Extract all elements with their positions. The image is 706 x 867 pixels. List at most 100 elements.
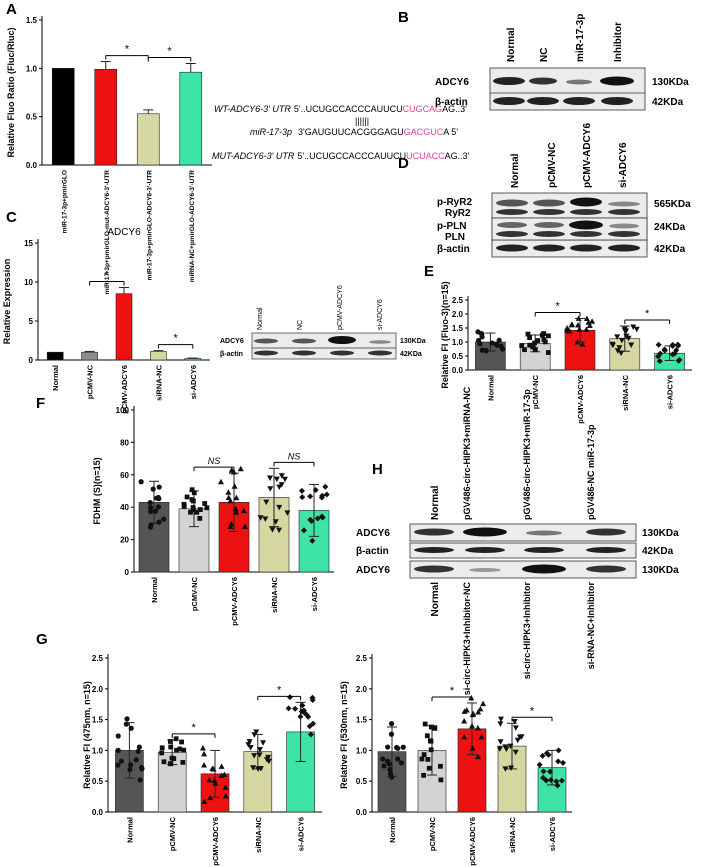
data-point — [207, 794, 214, 801]
blot-protein-label: ADCY6 — [220, 338, 244, 345]
data-point — [422, 721, 428, 727]
y-tick-label: 0.5 — [26, 113, 38, 122]
data-point — [137, 777, 143, 783]
data-point — [128, 762, 134, 768]
data-point — [233, 494, 240, 501]
data-point — [560, 759, 567, 766]
blot-band — [496, 244, 528, 252]
data-point — [469, 711, 476, 718]
data-point — [179, 739, 184, 745]
category-label: si-ADCY6 — [666, 375, 675, 409]
data-point — [419, 756, 425, 762]
data-point — [655, 353, 662, 360]
y-tick-label: 2.0 — [92, 685, 104, 694]
data-point — [161, 516, 167, 522]
data-point — [438, 777, 444, 783]
mirna-label: miR-17-3p — [250, 127, 292, 137]
data-point — [519, 343, 525, 349]
data-point — [276, 527, 283, 534]
y-tick-label: 1.0 — [452, 338, 464, 347]
western-blot-h: Normal pGV486-circ-HIPK3+miRNA-NC pGV486… — [356, 386, 679, 695]
blot-protein-label: β-actin — [437, 244, 470, 255]
data-point — [421, 752, 427, 758]
data-point — [585, 319, 592, 325]
data-point — [568, 321, 575, 327]
y-tick-label: 0 — [29, 356, 34, 365]
blot-band — [608, 209, 640, 215]
data-point — [237, 465, 244, 472]
data-point — [284, 510, 291, 516]
category-label: si-ADCY6 — [548, 817, 557, 851]
data-point — [545, 751, 552, 758]
data-point — [583, 315, 590, 322]
data-point — [496, 746, 503, 752]
blot-band — [496, 199, 528, 207]
bar — [184, 358, 202, 361]
blot-band — [600, 76, 634, 86]
data-point — [539, 332, 545, 338]
data-point — [502, 744, 509, 750]
data-point — [516, 734, 523, 741]
y-tick-label: 1.0 — [26, 64, 38, 73]
data-point — [265, 758, 272, 765]
y-tick-label: 0.0 — [356, 808, 368, 817]
data-point — [273, 476, 280, 483]
data-point — [655, 341, 662, 348]
data-point — [474, 724, 481, 731]
data-point — [260, 740, 267, 746]
data-point — [299, 494, 306, 501]
data-point — [545, 350, 551, 355]
blot-band — [609, 223, 639, 229]
data-point — [542, 339, 548, 345]
y-tick-label: 40 — [120, 503, 129, 512]
blot-band — [608, 244, 640, 252]
data-point — [525, 331, 531, 337]
data-point — [475, 753, 482, 760]
blot-band — [414, 547, 454, 553]
data-point — [156, 484, 162, 490]
data-point — [232, 505, 239, 512]
y-tick-label: 2.5 — [452, 296, 464, 305]
data-point — [250, 765, 257, 771]
data-point — [167, 739, 173, 744]
blot-band — [254, 350, 278, 356]
significance-label: * — [173, 333, 178, 345]
blot-protein-label: β-actin — [220, 351, 243, 358]
data-point — [579, 341, 586, 347]
data-point — [133, 757, 139, 763]
data-point — [253, 729, 260, 735]
data-point — [240, 507, 247, 514]
significance-label: * — [530, 705, 535, 717]
data-point — [181, 747, 187, 753]
blot-band — [465, 547, 505, 553]
data-point — [532, 340, 537, 346]
significance-label: * — [450, 685, 455, 697]
y-tick-label: 0.0 — [26, 161, 38, 170]
data-point — [421, 772, 427, 778]
panel-label-f: F — [36, 395, 45, 412]
data-point — [609, 341, 616, 348]
data-point — [507, 743, 514, 750]
blot-lane-label: pGV486-NC miR-17-3p — [586, 424, 596, 520]
mut-seq-site: UCUACC — [406, 151, 445, 161]
category-label: siRNA-NC — [621, 374, 630, 410]
blot-size-label: 24KDa — [654, 222, 686, 233]
data-point — [307, 493, 314, 500]
data-point — [300, 527, 307, 534]
data-point — [135, 748, 141, 754]
data-point — [322, 483, 329, 490]
y-tick-label: 0.5 — [92, 777, 104, 786]
svg-text:miR-17-3p3'GAUGUUCACGGGAGUGACG: miR-17-3p 3'GAUGUUCACGGGAGUGACGUCA 5' — [250, 127, 458, 137]
data-point — [276, 504, 283, 511]
category-label: pCMV-ADCY6 — [468, 817, 477, 866]
blot-protein-label: RyR2 — [445, 208, 471, 219]
category-label: pCMV-ADCY6 — [230, 577, 239, 626]
data-point — [212, 780, 219, 786]
blot-lane-label: Inhibitor — [613, 22, 624, 62]
data-point — [478, 733, 485, 740]
data-point — [540, 768, 547, 775]
blot-band — [524, 547, 564, 553]
blot-size-label: 42KDa — [642, 546, 674, 557]
y-axis-label: Relative FI (530nm, n=15) — [339, 681, 349, 789]
data-point — [398, 760, 404, 766]
